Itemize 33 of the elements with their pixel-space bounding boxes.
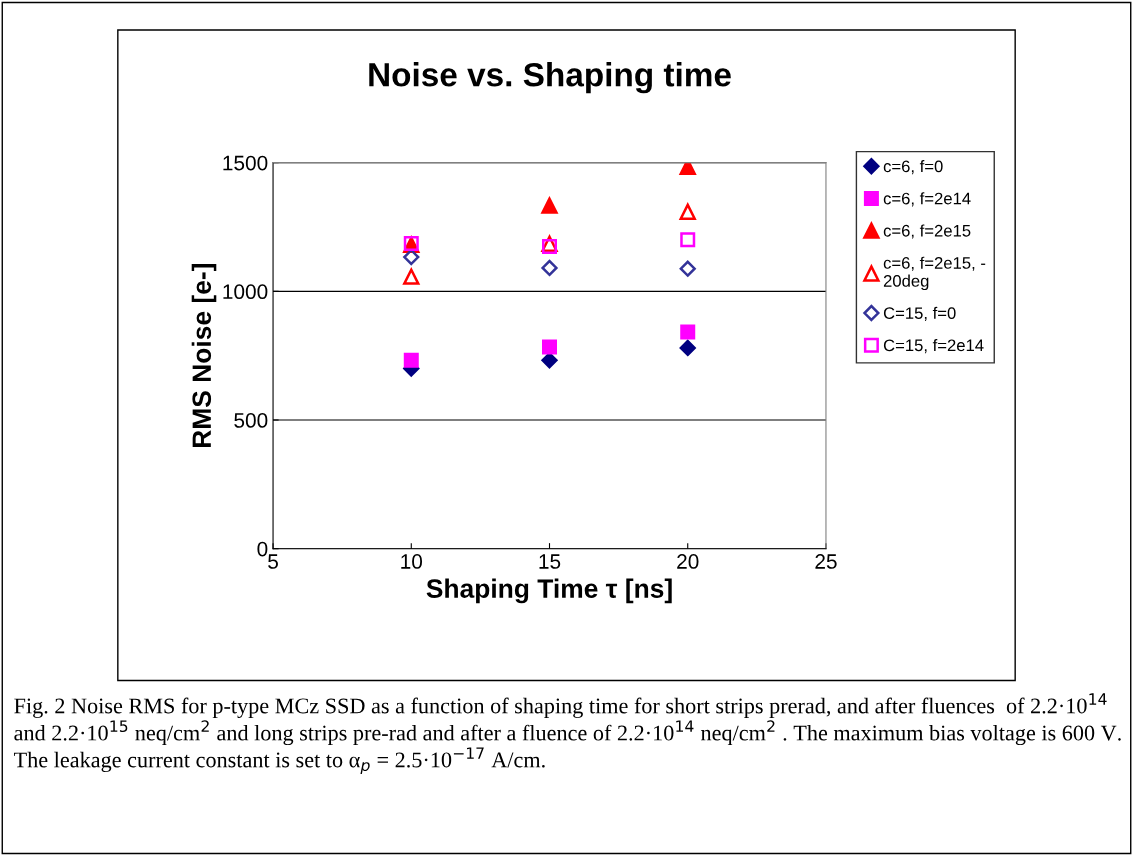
text: Fig. 2 Noise RMS for p-type MCz SSD as a function of shaping time for short strips prerad, and after fluences of 2.2·10$^{14}$ and 2.2·10$^{15}$ neq/cm$^{2}$ and long strips pre-rad and after a fluence of 2.2·10$^{14}$ neq/cm$^{2}$ . The maximum bias voltage is 600 V. The leakage current constant is set to α$_{p}$ = 2.5·10$^{−17}$ A/cm. — [14, 693, 1121, 775]
point — [403, 248, 420, 266]
x-tick-label: 15 — [539, 554, 561, 569]
point — [403, 268, 420, 285]
point — [680, 324, 696, 340]
point — [679, 339, 696, 357]
x-axis-title: Shaping Time τ [ns] — [426, 578, 672, 604]
x-tick-label: 5 — [268, 554, 278, 569]
legend-label: C=15, f=0 — [883, 306, 956, 321]
y-tick-label: 0 — [257, 541, 268, 557]
y-tick-label: 500 — [234, 413, 268, 428]
point — [403, 352, 419, 368]
point — [680, 232, 696, 248]
x-tick-label: 20 — [677, 554, 699, 569]
point — [541, 259, 558, 277]
point — [679, 203, 696, 220]
point — [541, 352, 558, 369]
x-tick-label: 10 — [401, 554, 423, 569]
legend-label: c=6, f=2e14 — [883, 192, 971, 207]
point — [541, 197, 558, 214]
legend-label: c=6, f=2e15 — [883, 224, 971, 239]
point — [542, 339, 558, 355]
x-tick-label: 25 — [815, 554, 837, 569]
legend-label: C=15, f=2e14 — [883, 338, 984, 354]
point — [679, 260, 696, 277]
legend-label: c=6, f=0 — [883, 160, 943, 175]
y-axis-title: RMS Noise [e-] — [191, 264, 217, 447]
y-tick-label: 1000 — [223, 284, 268, 300]
legend-label: c=6, f=2e15, - 20deg — [883, 256, 986, 291]
point — [679, 162, 696, 175]
point — [542, 239, 558, 255]
chart-title: Noise vs. Shaping time — [369, 62, 731, 94]
y-tick-label: 1500 — [223, 155, 268, 171]
